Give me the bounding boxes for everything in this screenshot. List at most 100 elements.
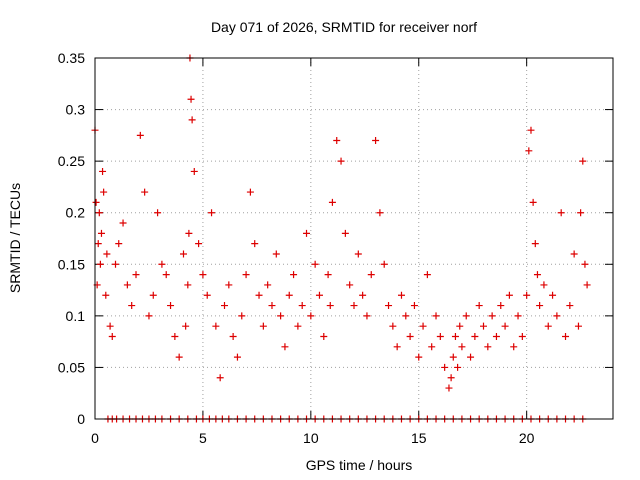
data-point [574,322,582,330]
y-tick-label: 0.25 [58,153,85,169]
data-point [132,271,140,279]
data-point [303,229,311,237]
data-point [389,322,397,330]
data-point [285,291,293,299]
data-point [141,188,149,196]
data-point [385,302,393,310]
data-point [462,312,470,320]
data-point [451,332,459,340]
data-point [328,198,336,206]
grid [95,58,613,419]
data-point [221,302,228,310]
data-point [123,281,131,289]
data-point [119,219,127,227]
data-point [145,312,153,320]
data-point [195,240,203,248]
data-point [527,126,535,134]
data-point [307,312,315,320]
data-point [475,302,483,310]
data-point [290,271,298,279]
data-point [208,209,216,217]
data-point [171,332,179,340]
data-point [553,312,561,320]
data-point [447,374,455,382]
data-point [184,281,192,289]
data-point [158,260,166,268]
data-point [423,271,431,279]
data-point [562,332,570,340]
data-point [510,343,518,351]
data-point [367,271,375,279]
data-point [259,322,267,330]
data-point [363,312,371,320]
data-point [108,332,116,340]
data-point [294,322,302,330]
data-point [488,312,496,320]
data-point [337,157,345,165]
x-tick-label: 15 [411,430,427,446]
data-point [203,291,211,299]
data-point [583,281,591,289]
data-point [566,302,574,310]
data-point [341,229,349,237]
data-point [102,291,110,299]
data-point [100,188,108,196]
data-point [533,271,541,279]
data-point [467,353,475,361]
data-point [298,302,306,310]
data-point [167,302,175,310]
data-point [212,322,220,330]
data-point [326,302,334,310]
data-point [557,209,565,217]
data-point [544,322,552,330]
plot-frame [94,57,614,420]
data-point [577,209,585,217]
data-point [402,312,410,320]
data-point [188,116,196,124]
data-point [505,291,513,299]
data-point [225,281,233,289]
data-point [436,332,444,340]
data-point [246,188,254,196]
data-point [428,343,436,351]
data-point [311,260,319,268]
data-point [540,281,548,289]
data-point [229,332,237,340]
data-point [128,302,136,310]
data-point [549,291,557,299]
data-point [190,167,198,175]
data-point [175,353,183,361]
data-point [471,332,479,340]
data-point [199,271,207,279]
data-point [359,291,367,299]
data-point [531,240,539,248]
data-point [501,322,509,330]
data-point [484,343,492,351]
data-point [492,332,500,340]
data-point [182,322,190,330]
data-point [415,353,423,361]
data-point [497,302,505,310]
data-point [136,131,144,139]
x-axis-label: GPS time / hours [306,457,413,473]
x-tick-label: 20 [519,430,535,446]
data-point [523,291,531,299]
y-tick-label: 0.2 [66,205,86,221]
data-point [112,260,120,268]
data-point [536,302,544,310]
data-point [456,322,464,330]
y-tick-label: 0.35 [58,50,85,66]
data-point [406,332,414,340]
data-point [518,332,526,340]
data-point [441,363,449,371]
data-point [514,312,522,320]
y-tick-label: 0.3 [66,102,86,118]
y-axis-label: SRMTID / TECUs [7,183,23,293]
data-point [92,198,100,206]
y-tick-label: 0.15 [58,256,85,272]
data-point [185,229,193,237]
data-point [393,343,401,351]
data-point [281,343,289,351]
data-point [570,250,578,258]
